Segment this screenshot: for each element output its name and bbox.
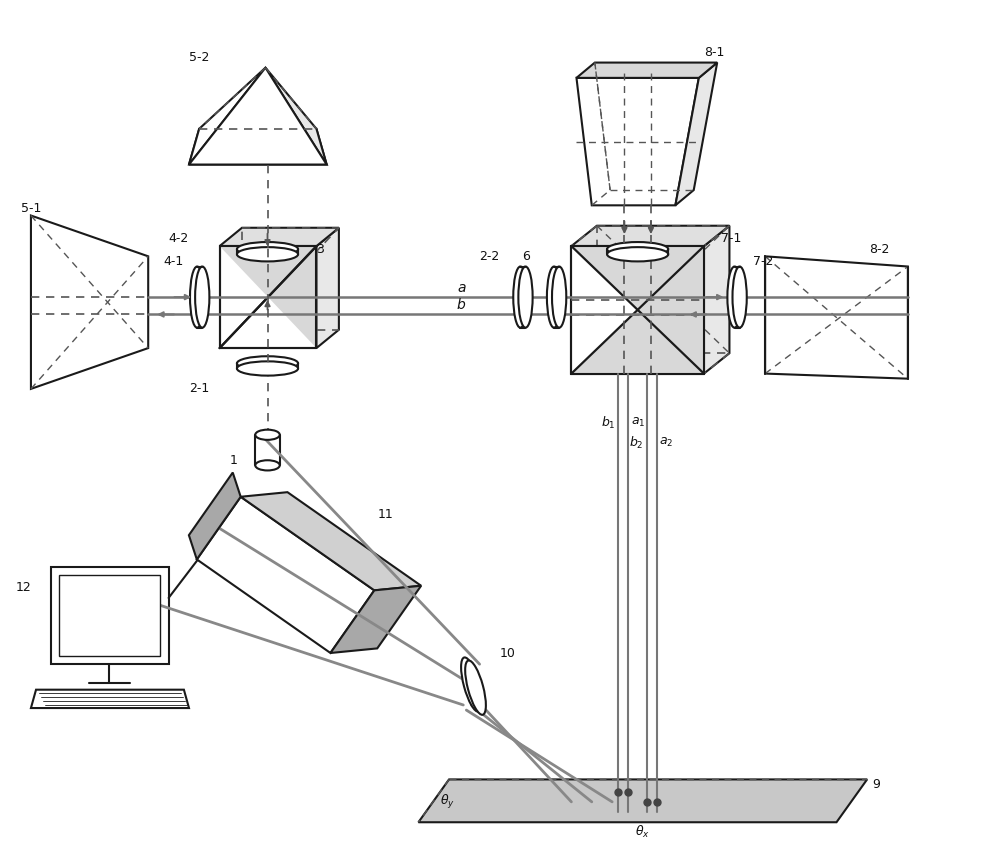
Polygon shape bbox=[189, 67, 265, 165]
Ellipse shape bbox=[513, 267, 528, 328]
Polygon shape bbox=[197, 497, 374, 653]
Ellipse shape bbox=[607, 247, 668, 262]
Ellipse shape bbox=[195, 267, 209, 328]
Text: 1: 1 bbox=[230, 454, 238, 467]
Polygon shape bbox=[220, 228, 339, 246]
Ellipse shape bbox=[547, 267, 561, 328]
Text: 5-2: 5-2 bbox=[189, 51, 209, 64]
Text: $b_2$: $b_2$ bbox=[629, 435, 644, 451]
Polygon shape bbox=[189, 473, 241, 559]
Text: 4-2: 4-2 bbox=[169, 232, 189, 246]
Ellipse shape bbox=[190, 267, 204, 328]
Text: 12: 12 bbox=[16, 581, 31, 595]
Polygon shape bbox=[59, 575, 160, 656]
Ellipse shape bbox=[237, 362, 298, 376]
Polygon shape bbox=[51, 568, 169, 664]
Ellipse shape bbox=[465, 660, 486, 715]
Text: b: b bbox=[457, 299, 466, 312]
Ellipse shape bbox=[461, 658, 482, 711]
Ellipse shape bbox=[518, 267, 533, 328]
Text: 8-2: 8-2 bbox=[869, 243, 890, 256]
Text: 7-2: 7-2 bbox=[753, 255, 773, 268]
Ellipse shape bbox=[607, 242, 668, 257]
Polygon shape bbox=[31, 215, 148, 389]
Text: 9: 9 bbox=[872, 778, 880, 791]
Text: 7-1: 7-1 bbox=[721, 232, 742, 246]
Text: 11: 11 bbox=[378, 508, 393, 521]
Text: $a_1$: $a_1$ bbox=[631, 416, 645, 429]
Text: 5-1: 5-1 bbox=[21, 202, 41, 215]
Polygon shape bbox=[265, 67, 327, 165]
Text: a: a bbox=[457, 281, 466, 295]
Ellipse shape bbox=[237, 242, 298, 257]
Text: 6: 6 bbox=[522, 250, 530, 263]
Ellipse shape bbox=[255, 430, 280, 440]
Text: 2-1: 2-1 bbox=[189, 383, 209, 395]
Polygon shape bbox=[316, 228, 339, 348]
Polygon shape bbox=[571, 310, 704, 373]
Polygon shape bbox=[220, 246, 316, 348]
Polygon shape bbox=[31, 690, 189, 708]
Polygon shape bbox=[576, 78, 699, 205]
Polygon shape bbox=[765, 257, 908, 378]
Polygon shape bbox=[571, 246, 704, 373]
Text: 8-1: 8-1 bbox=[704, 46, 724, 59]
Text: 2-2: 2-2 bbox=[480, 250, 500, 263]
Text: 10: 10 bbox=[500, 648, 516, 660]
Ellipse shape bbox=[552, 267, 566, 328]
Ellipse shape bbox=[727, 267, 742, 328]
Ellipse shape bbox=[237, 247, 298, 262]
Ellipse shape bbox=[237, 357, 298, 371]
Polygon shape bbox=[576, 62, 717, 78]
Text: $\theta_y$: $\theta_y$ bbox=[440, 793, 454, 811]
Text: 3: 3 bbox=[316, 243, 324, 256]
Polygon shape bbox=[571, 246, 704, 373]
Polygon shape bbox=[220, 246, 316, 348]
Ellipse shape bbox=[732, 267, 747, 328]
Polygon shape bbox=[330, 586, 421, 653]
Polygon shape bbox=[571, 225, 729, 246]
Polygon shape bbox=[189, 67, 327, 165]
Polygon shape bbox=[675, 62, 717, 205]
Text: $\theta_x$: $\theta_x$ bbox=[635, 824, 650, 840]
Ellipse shape bbox=[255, 460, 280, 470]
Text: 4-1: 4-1 bbox=[163, 255, 184, 268]
Polygon shape bbox=[241, 492, 421, 590]
Text: $a_2$: $a_2$ bbox=[659, 436, 673, 449]
Polygon shape bbox=[418, 780, 867, 822]
Text: $b_1$: $b_1$ bbox=[601, 415, 615, 431]
Polygon shape bbox=[189, 129, 327, 165]
Polygon shape bbox=[704, 225, 729, 373]
